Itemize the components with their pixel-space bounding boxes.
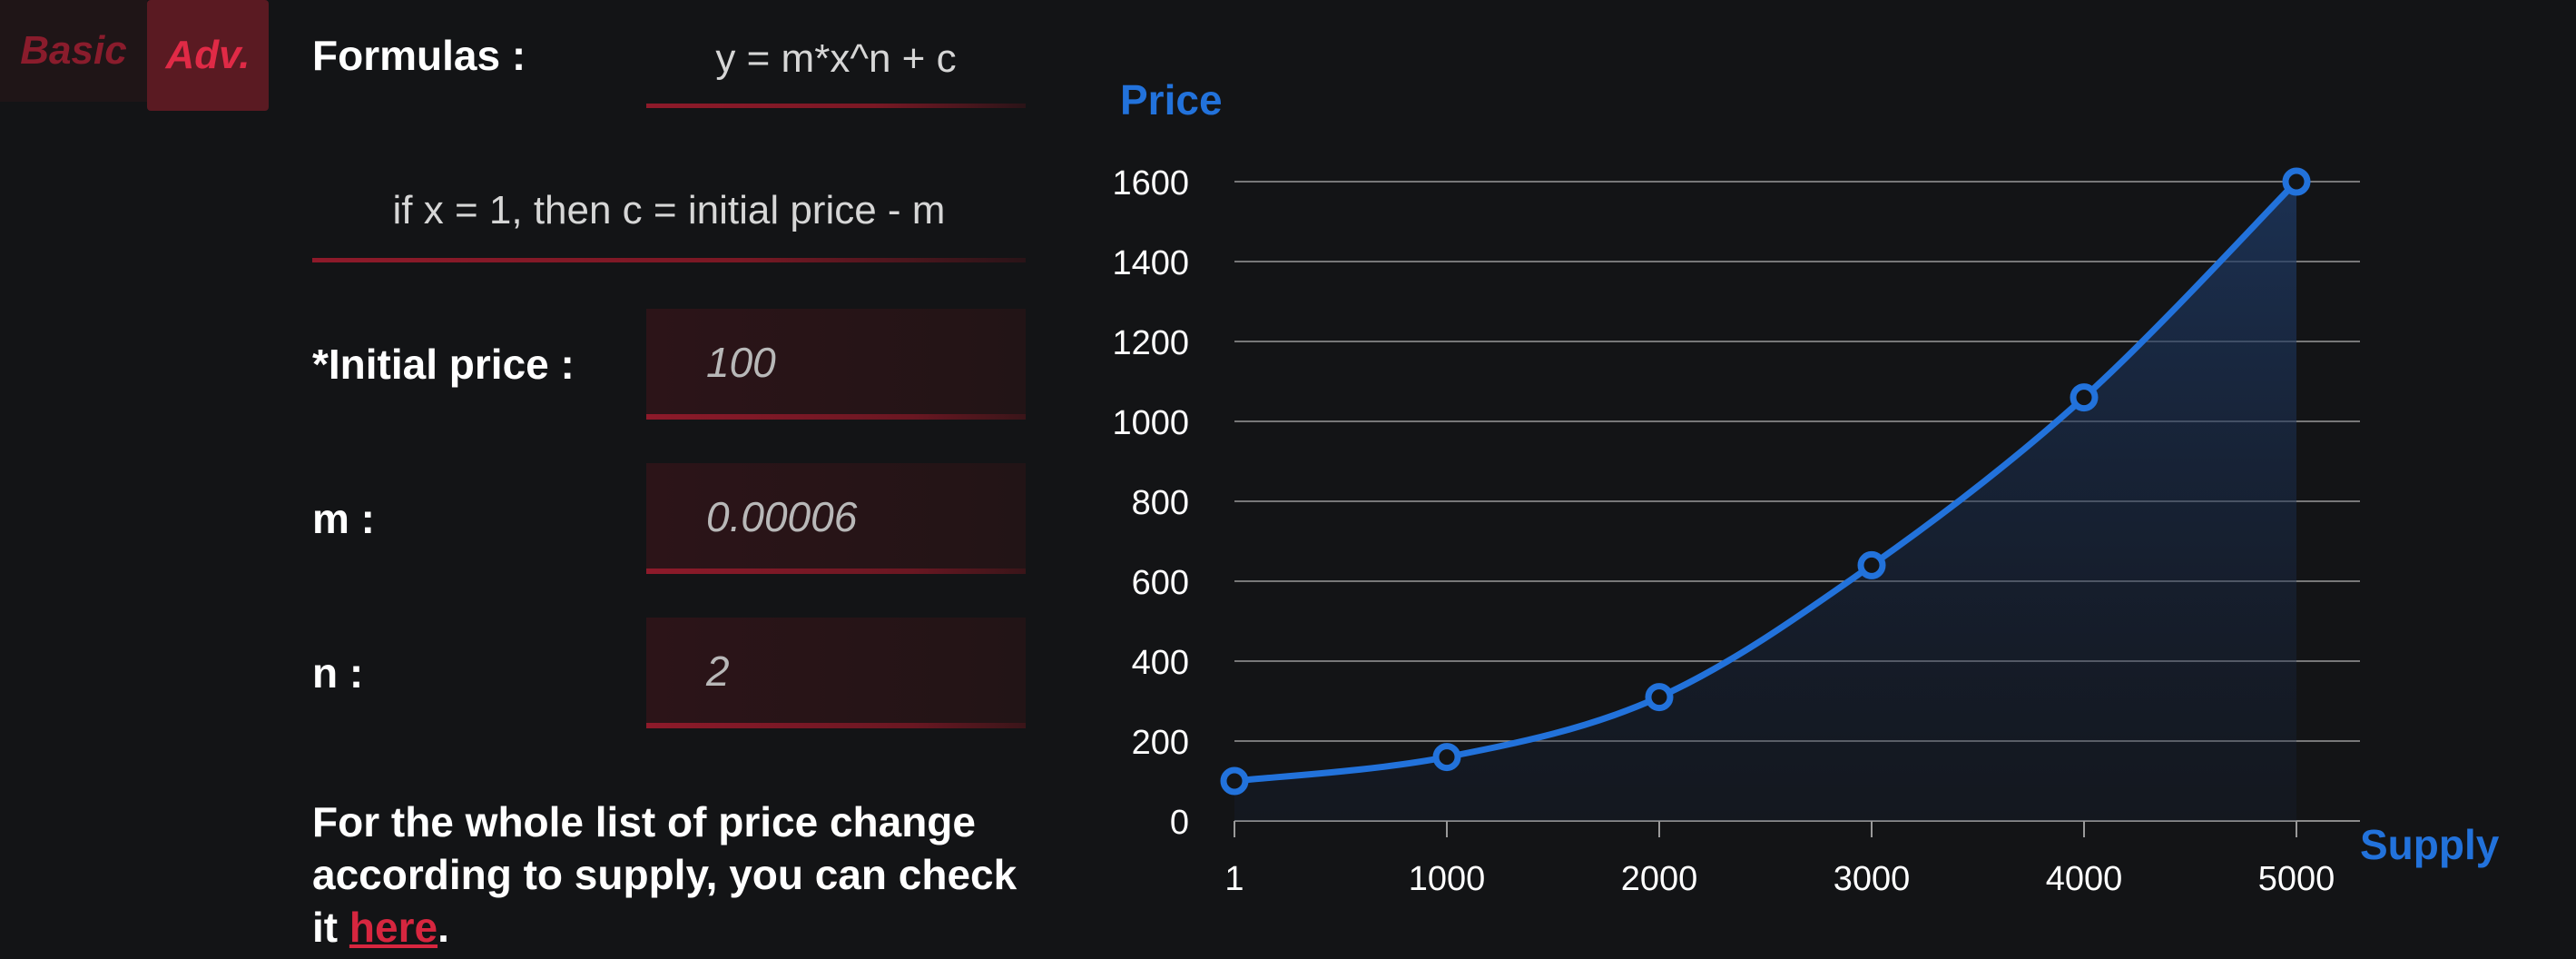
note-period: . <box>438 904 449 951</box>
initial-price-label: *Initial price : <box>312 341 575 388</box>
y-axis-title: Price <box>1120 76 1223 124</box>
price-list-note: For the whole list of price change accor… <box>312 796 1038 954</box>
basic-mode-tab[interactable]: Basic <box>0 0 147 102</box>
m-label: m : <box>312 495 375 542</box>
y-tick-label-1400: 1400 <box>1112 244 1189 282</box>
formula-note-underline <box>312 258 1026 262</box>
m-input[interactable]: 0.00006 <box>646 463 1026 570</box>
formula-underline <box>646 104 1026 108</box>
formula-display: y = m*x^n + c <box>715 36 957 81</box>
here-link[interactable]: here <box>349 904 438 951</box>
data-point-3000 <box>1857 550 1886 579</box>
note-text: For the whole list of price change accor… <box>312 798 1018 951</box>
x-tick-label-4000: 4000 <box>2046 860 2123 898</box>
price-area-fill <box>1234 182 2296 821</box>
y-tick-label-400: 400 <box>1132 644 1189 682</box>
y-tick-label-0: 0 <box>1170 804 1189 842</box>
y-tick-label-200: 200 <box>1132 724 1189 762</box>
data-point-1 <box>1220 766 1249 796</box>
n-label: n : <box>312 649 364 697</box>
data-point-1000 <box>1432 743 1461 772</box>
y-tick-label-1200: 1200 <box>1112 324 1189 362</box>
x-axis-title: Supply <box>2360 821 2500 868</box>
m-underline <box>646 568 1026 574</box>
x-tick-label-1000: 1000 <box>1409 860 1486 898</box>
x-tick-label-1: 1 <box>1224 860 1244 898</box>
n-input[interactable]: 2 <box>646 618 1026 725</box>
data-point-5000 <box>2282 167 2311 196</box>
formulas-label: Formulas : <box>312 32 526 79</box>
x-tick-label-2000: 2000 <box>1621 860 1698 898</box>
y-tick-label-1600: 1600 <box>1112 164 1189 203</box>
initial-price-underline <box>646 414 1026 420</box>
x-tick-label-3000: 3000 <box>1834 860 1911 898</box>
y-tick-label-800: 800 <box>1132 484 1189 522</box>
advanced-mode-tab[interactable]: Adv. <box>147 0 269 111</box>
formula-note: if x = 1, then c = initial price - m <box>392 188 946 232</box>
data-point-2000 <box>1645 683 1674 712</box>
x-tick-label-5000: 5000 <box>2258 860 2335 898</box>
y-tick-label-1000: 1000 <box>1112 404 1189 442</box>
n-underline <box>646 723 1026 728</box>
initial-price-input[interactable]: 100 <box>646 309 1026 416</box>
mode-tabs: Basic Adv. <box>0 0 269 111</box>
price-supply-chart: 0 200 400 600 800 1000 1200 1400 1600 1 1000 2000 30… <box>1112 76 2500 898</box>
y-tick-label-600: 600 <box>1132 564 1189 602</box>
data-point-4000 <box>2070 383 2099 412</box>
